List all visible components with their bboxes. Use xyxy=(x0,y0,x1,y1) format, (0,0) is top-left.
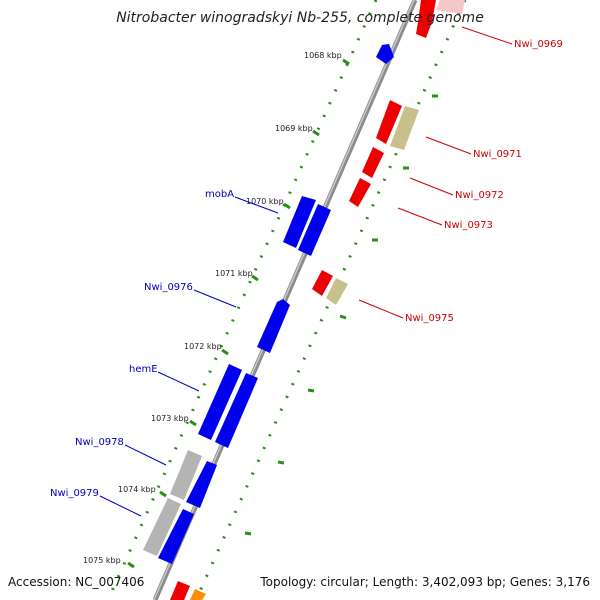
left-gene-labels: mobA Nwi_0976 hemE Nwi_0978 Nwi_0979 xyxy=(50,189,279,517)
outer-tick-mark xyxy=(244,531,252,536)
gene-pale-red[interactable] xyxy=(436,0,465,14)
gene-red[interactable] xyxy=(349,178,371,207)
gene-grey[interactable] xyxy=(170,450,202,500)
gene-blue[interactable] xyxy=(257,299,290,353)
right-gene-labels: Nwi_0969 Nwi_0971 Nwi_0972 Nwi_0973 Nwi_… xyxy=(358,26,563,324)
label-leader xyxy=(425,136,472,155)
gene-khaki[interactable] xyxy=(326,278,348,305)
gene-red[interactable] xyxy=(362,147,384,178)
kbp-labels: 1068 kbp 1069 kbp 1070 kbp 1071 kbp 1072… xyxy=(83,51,342,565)
gene-blue[interactable] xyxy=(283,196,316,248)
tick-mark xyxy=(159,490,167,498)
gene-label-moba[interactable]: mobA xyxy=(205,189,234,200)
gene-grey[interactable] xyxy=(143,498,181,556)
label-leader xyxy=(409,177,454,196)
tick-mark xyxy=(283,202,291,210)
genes xyxy=(143,0,465,600)
kbp-label: 1075 kbp xyxy=(83,556,121,565)
gene-label-nwi-0979[interactable]: Nwi_0979 xyxy=(50,488,99,499)
label-leader xyxy=(397,207,443,226)
gene-blue[interactable] xyxy=(186,461,217,508)
tick-mark xyxy=(251,274,259,282)
kbp-label: 1073 kbp xyxy=(151,414,189,423)
tick-mark xyxy=(342,58,350,66)
kbp-label: 1070 kbp xyxy=(246,197,284,206)
outer-tick-mark xyxy=(277,460,285,465)
genome-summary-text: Topology: circular; Length: 3,402,093 bp… xyxy=(259,575,590,589)
tick-mark xyxy=(127,561,135,569)
gene-label-nwi-0972[interactable]: Nwi_0972 xyxy=(455,190,504,201)
label-leader xyxy=(193,289,237,308)
gene-red[interactable] xyxy=(312,270,333,296)
kbp-label: 1072 kbp xyxy=(184,342,222,351)
gene-label-nwi-0971[interactable]: Nwi_0971 xyxy=(473,149,522,160)
gene-label-nwi-0976[interactable]: Nwi_0976 xyxy=(144,282,193,293)
genome-backbone xyxy=(152,0,418,600)
gene-blue[interactable] xyxy=(198,364,242,440)
gene-blue[interactable] xyxy=(376,44,394,64)
gene-label-nwi-0973[interactable]: Nwi_0973 xyxy=(444,220,493,231)
gene-khaki[interactable] xyxy=(390,106,419,150)
kbp-label: 1068 kbp xyxy=(304,51,342,60)
tick-mark xyxy=(312,129,320,137)
kbp-label: 1069 kbp xyxy=(275,124,313,133)
accession-text: Accession: NC_007406 xyxy=(8,575,144,589)
gene-blue[interactable] xyxy=(215,373,258,448)
label-leader xyxy=(358,299,404,319)
kbp-label: 1071 kbp xyxy=(215,269,253,278)
tick-mark xyxy=(221,348,229,356)
gene-label-nwi-0978[interactable]: Nwi_0978 xyxy=(75,437,124,448)
outer-tick-mark xyxy=(339,314,347,320)
gene-orange[interactable] xyxy=(190,589,206,600)
label-leader xyxy=(124,444,167,466)
gene-label-nwi-0975[interactable]: Nwi_0975 xyxy=(405,313,454,324)
tick-mark xyxy=(189,419,197,427)
gene-label-heme[interactable]: hemE xyxy=(129,364,158,375)
track-dots xyxy=(106,0,467,600)
label-leader xyxy=(99,495,142,517)
gene-red[interactable] xyxy=(416,0,436,38)
label-leader xyxy=(157,371,200,392)
gene-blue[interactable] xyxy=(298,204,331,256)
outer-dotted-track xyxy=(194,0,467,600)
outer-tick-mark xyxy=(307,388,315,393)
map-title: Nitrobacter winogradskyi Nb-255, complet… xyxy=(116,10,484,26)
label-leader xyxy=(234,196,279,214)
gene-blue[interactable] xyxy=(158,509,194,564)
kbp-label: 1074 kbp xyxy=(118,485,156,494)
gene-red[interactable] xyxy=(170,581,190,600)
gene-red[interactable] xyxy=(376,100,402,144)
inner-dotted-track xyxy=(106,0,378,600)
label-leader xyxy=(461,26,513,45)
kbp-tick-marks xyxy=(127,58,438,569)
gene-label-nwi-0969[interactable]: Nwi_0969 xyxy=(514,39,563,50)
